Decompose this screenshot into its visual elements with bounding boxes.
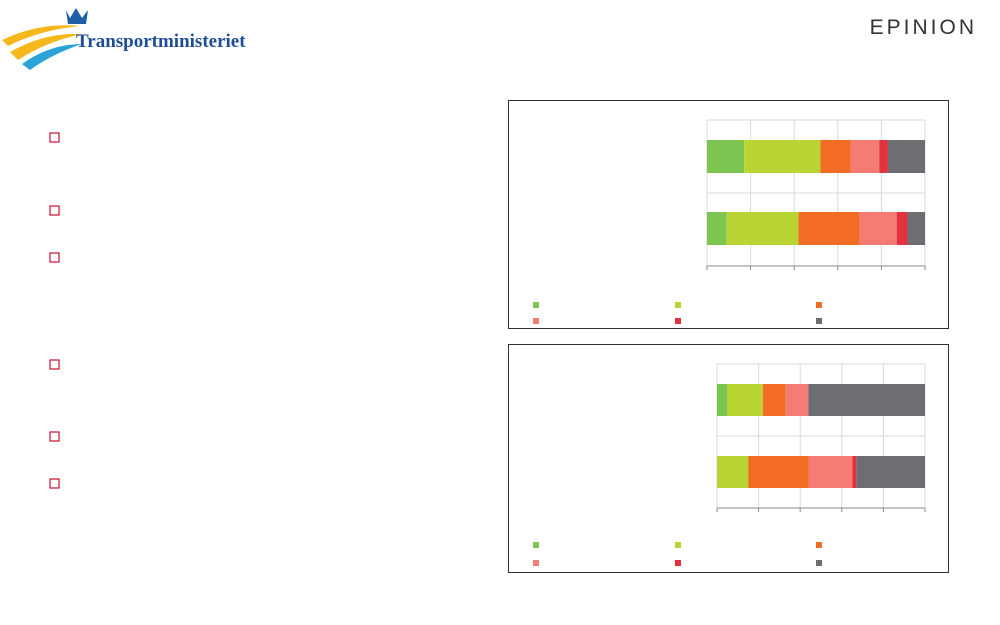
logo: Transportministeriet xyxy=(2,8,246,70)
bar-segment xyxy=(820,140,851,173)
bar-segment xyxy=(748,456,809,488)
bar-segment xyxy=(852,456,857,488)
legend-swatch xyxy=(816,302,822,308)
bar-segment xyxy=(896,212,908,245)
legend-swatch xyxy=(816,542,822,548)
bar-segment xyxy=(859,212,897,245)
legend-swatch xyxy=(533,302,539,308)
bullet xyxy=(49,478,60,489)
bullet xyxy=(49,431,60,442)
bar-segment xyxy=(785,384,809,416)
bar-segment xyxy=(727,384,763,416)
bar-segment xyxy=(887,140,925,173)
bar-segment xyxy=(798,212,860,245)
bar-segment xyxy=(726,212,799,245)
logo-crown xyxy=(66,8,88,24)
legend-swatch xyxy=(675,542,681,548)
bullet xyxy=(49,205,60,216)
logo-swoosh xyxy=(10,33,82,60)
bar-segment xyxy=(707,212,727,245)
bullet xyxy=(49,252,60,263)
bullets xyxy=(49,132,60,489)
bar-segment xyxy=(808,456,853,488)
brand: EPINION xyxy=(870,16,977,39)
bar-segment xyxy=(717,384,728,416)
bar-segment xyxy=(717,456,749,488)
bar-segment xyxy=(879,140,888,173)
bar-segment xyxy=(907,212,925,245)
bar-segment xyxy=(744,140,821,173)
logo-swoosh xyxy=(2,25,80,46)
bar-segment xyxy=(762,384,786,416)
bar-segment xyxy=(707,140,745,173)
bullet xyxy=(49,359,60,370)
logo-text: Transportministeriet xyxy=(76,31,246,52)
legend-swatch xyxy=(533,542,539,548)
legend-swatch xyxy=(816,560,822,566)
legend-swatch xyxy=(816,318,822,324)
legend-swatch xyxy=(533,560,539,566)
bullet xyxy=(49,132,60,143)
bar-segment xyxy=(850,140,880,173)
legend-swatch xyxy=(675,318,681,324)
chart-frame xyxy=(508,100,949,329)
bar-segment xyxy=(856,456,925,488)
chart-frame xyxy=(508,344,949,573)
legend-swatch xyxy=(675,560,681,566)
legend-swatch xyxy=(675,302,681,308)
logo-swoosh xyxy=(22,44,82,70)
legend-swatch xyxy=(533,318,539,324)
bar-segment xyxy=(808,384,925,416)
